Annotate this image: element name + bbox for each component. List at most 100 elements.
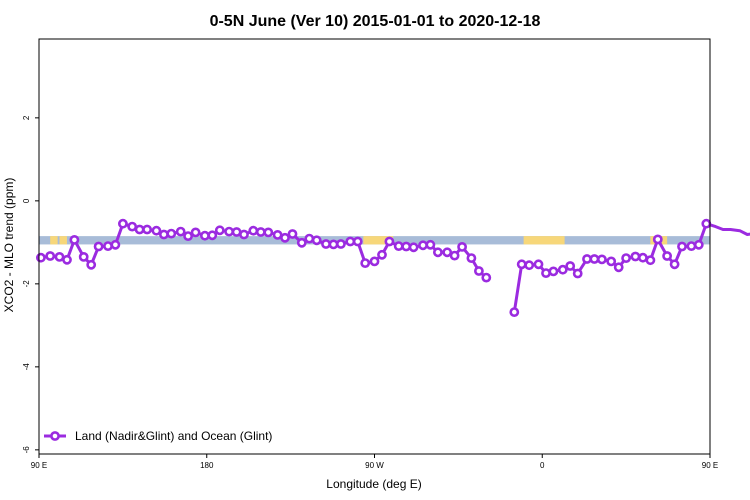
- data-point: [183, 231, 193, 241]
- data-point: [693, 239, 704, 250]
- x-axis-label: Longitude (deg E): [326, 477, 421, 491]
- data-point: [369, 256, 380, 267]
- data-point: [606, 256, 617, 267]
- data-point: [54, 251, 65, 262]
- data-point: [652, 234, 663, 245]
- data-point: [335, 239, 346, 249]
- background-band: [39, 236, 710, 245]
- data-point: [630, 251, 641, 262]
- data-point: [466, 253, 477, 263]
- data-point: [118, 218, 128, 229]
- data-point: [638, 252, 648, 263]
- band-highlight: [661, 236, 668, 245]
- data-point: [158, 229, 169, 240]
- data-point: [78, 251, 89, 262]
- x-tick-label: 90 E: [702, 461, 718, 470]
- data-point: [224, 226, 234, 237]
- data-point: [516, 259, 527, 270]
- band-highlight: [59, 236, 67, 245]
- data-point: [69, 234, 80, 245]
- y-axis: -6 -4 -2 0 2: [22, 115, 39, 453]
- x-tick-label: 180: [200, 461, 214, 470]
- data-point: [449, 250, 460, 261]
- x-tick-label: 90 E: [31, 461, 47, 470]
- data-point: [442, 247, 453, 258]
- data-point: [103, 241, 113, 251]
- data-point: [377, 249, 387, 260]
- data-point: [360, 258, 371, 268]
- data-point: [669, 259, 680, 270]
- data-point: [473, 266, 484, 276]
- data-point: [384, 236, 395, 247]
- x-axis: 90 E 180 90 W 0 90 E: [31, 454, 718, 470]
- data-point: [304, 233, 315, 244]
- data-point: [190, 227, 201, 238]
- data-point: [239, 229, 249, 240]
- data-point: [524, 260, 535, 271]
- data-point: [151, 225, 162, 236]
- data-point: [677, 241, 687, 252]
- series-layer: [36, 218, 750, 317]
- legend: Land (Nadir&Glint) and Ocean (Glint): [44, 429, 272, 443]
- data-point: [565, 261, 576, 271]
- data-point: [589, 254, 600, 264]
- data-point: [321, 239, 331, 249]
- y-tick-label: 0: [22, 198, 31, 203]
- data-point: [701, 218, 712, 229]
- data-point: [401, 241, 412, 252]
- data-point: [509, 307, 520, 317]
- data-point: [93, 241, 104, 252]
- data-point: [425, 239, 436, 250]
- data-point: [393, 241, 404, 251]
- band-highlight: [523, 236, 565, 245]
- data-point: [548, 266, 559, 277]
- data-point: [481, 272, 492, 283]
- data-point: [110, 239, 121, 250]
- data-point: [311, 235, 322, 246]
- data-point: [572, 268, 583, 279]
- data-point: [408, 242, 419, 253]
- data-point: [214, 225, 225, 236]
- data-point: [207, 230, 218, 241]
- plot-frame: [38, 38, 711, 455]
- data-point: [645, 255, 656, 266]
- data-point: [613, 262, 624, 273]
- data-point: [541, 268, 551, 278]
- chart-title: 0-5N June (Ver 10) 2015-01-01 to 2020-12…: [210, 13, 541, 30]
- data-point: [557, 264, 568, 275]
- x-tick-label: 90 W: [365, 461, 384, 470]
- data-point: [287, 229, 298, 239]
- data-point: [352, 236, 363, 247]
- data-point: [432, 247, 443, 258]
- data-point: [36, 252, 46, 263]
- data-point: [263, 227, 274, 238]
- data-point: [134, 224, 145, 235]
- data-point: [255, 227, 266, 237]
- y-tick-label: 2: [22, 115, 31, 120]
- data-point: [533, 259, 544, 270]
- y-tick-label: -4: [22, 363, 31, 371]
- data-point: [166, 228, 177, 239]
- data-point: [418, 240, 428, 251]
- band-highlight: [363, 236, 394, 245]
- data-point: [62, 254, 72, 265]
- data-point: [686, 241, 697, 251]
- x-tick-label: 0: [540, 461, 545, 470]
- y-tick-label: -6: [22, 446, 31, 454]
- data-point: [175, 226, 186, 237]
- y-tick-label: -2: [22, 280, 31, 288]
- data-point: [45, 251, 56, 261]
- data-point: [621, 253, 631, 263]
- data-point: [248, 225, 259, 236]
- data-point: [86, 259, 97, 270]
- data-point: [280, 232, 290, 243]
- legend-label: Land (Nadir&Glint) and Ocean (Glint): [75, 429, 272, 443]
- data-point: [296, 237, 307, 248]
- data-point: [457, 241, 467, 252]
- legend-marker: [50, 431, 60, 441]
- data-point: [597, 254, 607, 265]
- band-highlight: [50, 236, 58, 245]
- y-axis-label: XCO2 - MLO trend (ppm): [2, 178, 16, 313]
- data-point: [142, 224, 152, 235]
